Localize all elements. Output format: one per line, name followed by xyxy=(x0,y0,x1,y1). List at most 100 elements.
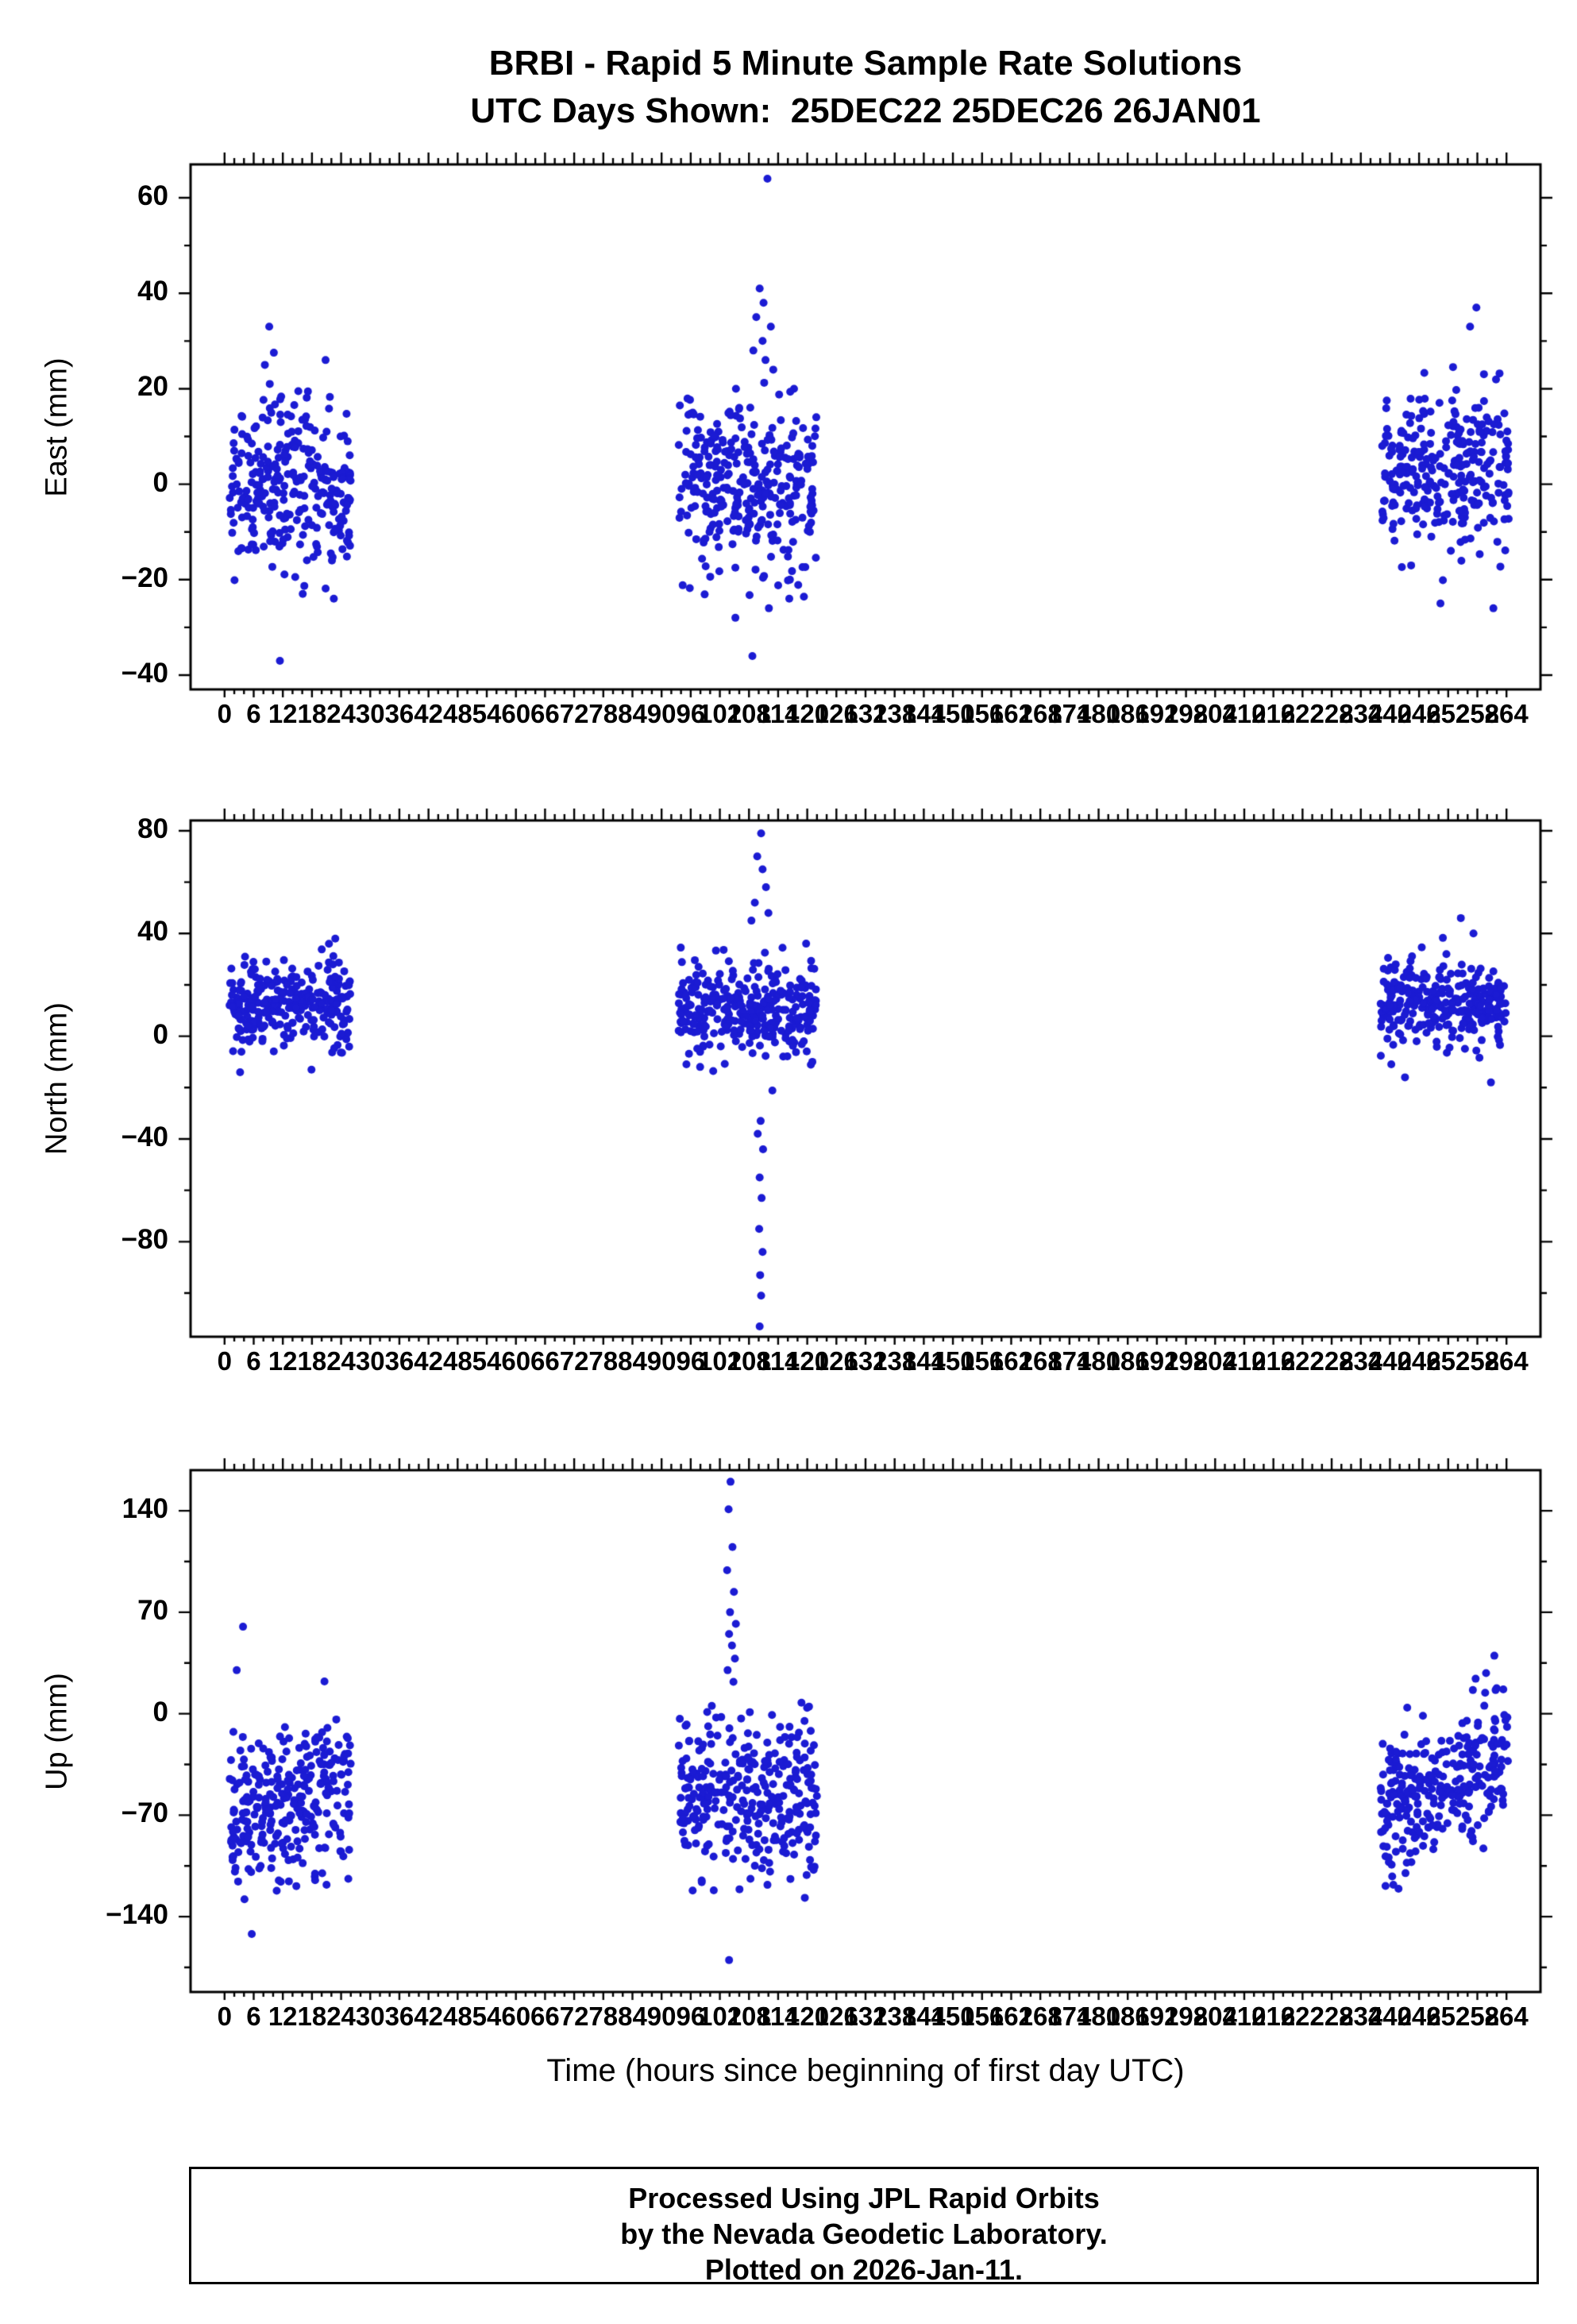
x-tick-label: 186 xyxy=(1105,699,1150,728)
x-tick-label: 78 xyxy=(588,1346,619,1376)
x-tick-label: 96 xyxy=(676,1346,706,1376)
x-tick-label: 6 xyxy=(246,699,261,728)
x-tick-label: 18 xyxy=(297,699,327,728)
y-tick-label: −20 xyxy=(121,562,168,593)
x-tick-label: 102 xyxy=(698,2002,742,2031)
x-tick-label: 216 xyxy=(1251,2002,1296,2031)
y-tick-label: 0 xyxy=(152,1018,168,1050)
x-tick-label: 24 xyxy=(326,1346,356,1376)
x-tick-label: 90 xyxy=(646,1346,677,1376)
x-tick-label: 30 xyxy=(355,699,385,728)
x-tick-label: 60 xyxy=(501,699,531,728)
x-tick-label: 84 xyxy=(618,1346,647,1376)
x-tick-label: 66 xyxy=(530,2002,560,2031)
x-tick-label: 132 xyxy=(843,2002,888,2031)
x-tick-label: 234 xyxy=(1339,1346,1383,1376)
x-tick-label: 192 xyxy=(1135,2002,1179,2031)
x-tick-label: 30 xyxy=(355,2002,385,2031)
x-tick-label: 0 xyxy=(217,699,232,728)
footer-line1: Processed Using JPL Rapid Orbits xyxy=(628,2182,1100,2214)
x-tick-label: 264 xyxy=(1484,699,1529,728)
x-tick-label: 198 xyxy=(1164,699,1209,728)
x-tick-label: 6 xyxy=(246,2002,261,2031)
x-tick-label: 150 xyxy=(931,1346,975,1376)
y-tick-label: 0 xyxy=(152,466,168,498)
x-tick-label: 84 xyxy=(618,2002,647,2031)
x-tick-label: 174 xyxy=(1047,699,1092,728)
x-tick-label: 18 xyxy=(297,1346,327,1376)
x-tick-label: 180 xyxy=(1076,699,1121,728)
y-axis-label-up: Up (mm) xyxy=(40,1672,74,1790)
x-tick-label: 228 xyxy=(1309,2002,1354,2031)
x-tick-label: 252 xyxy=(1426,1346,1471,1376)
y-tick-label: −40 xyxy=(121,1121,168,1152)
x-tick-label: 54 xyxy=(472,699,502,728)
x-tick-label: 252 xyxy=(1426,2002,1471,2031)
x-tick-label: 24 xyxy=(326,699,356,728)
x-tick-label: 144 xyxy=(901,1346,946,1376)
y-tick-label: −140 xyxy=(106,1899,168,1931)
x-tick-label: 60 xyxy=(501,2002,531,2031)
y-tick-label: 80 xyxy=(137,813,168,844)
x-tick-label: 246 xyxy=(1397,699,1441,728)
x-tick-label: 126 xyxy=(814,1346,858,1376)
x-tick-label: 210 xyxy=(1222,2002,1267,2031)
x-tick-label: 210 xyxy=(1222,1346,1267,1376)
x-tick-label: 6 xyxy=(246,1346,261,1376)
x-tick-label: 168 xyxy=(1018,699,1062,728)
footer-line2: by the Nevada Geodetic Laboratory. xyxy=(620,2218,1108,2250)
x-tick-label: 138 xyxy=(873,1346,917,1376)
x-tick-label: 174 xyxy=(1047,2002,1092,2031)
x-tick-label: 204 xyxy=(1193,2002,1237,2031)
x-tick-label: 12 xyxy=(268,1346,298,1376)
x-tick-label: 228 xyxy=(1309,699,1354,728)
y-tick-label: 140 xyxy=(121,1493,168,1525)
east-scatter-canvas xyxy=(167,141,1564,713)
north-scatter-canvas xyxy=(167,797,1564,1361)
x-tick-label: 0 xyxy=(217,2002,232,2031)
x-tick-label: 48 xyxy=(442,1346,472,1376)
x-tick-label: 114 xyxy=(757,1346,800,1376)
x-tick-label: 150 xyxy=(931,699,975,728)
x-tick-label: 96 xyxy=(676,2002,706,2031)
x-tick-label: 216 xyxy=(1251,699,1296,728)
x-tick-label: 258 xyxy=(1455,2002,1500,2031)
x-tick-label: 198 xyxy=(1164,2002,1209,2031)
x-tick-label: 186 xyxy=(1105,2002,1150,2031)
x-tick-label: 42 xyxy=(414,1346,443,1376)
x-tick-label: 228 xyxy=(1309,1346,1354,1376)
x-tick-label: 174 xyxy=(1047,1346,1092,1376)
x-tick-label: 144 xyxy=(901,2002,946,2031)
x-tick-label: 222 xyxy=(1280,699,1324,728)
plot-title: BRBI - Rapid 5 Minute Sample Rate Soluti… xyxy=(191,40,1540,135)
x-tick-label: 78 xyxy=(588,699,619,728)
x-tick-label: 108 xyxy=(727,2002,771,2031)
x-tick-label: 102 xyxy=(698,699,742,728)
plot-title-line2: UTC Days Shown: 25DEC22 25DEC26 26JAN01 xyxy=(470,91,1261,130)
x-tick-label: 114 xyxy=(757,2002,800,2031)
x-tick-label: 114 xyxy=(757,699,800,728)
x-tick-label: 84 xyxy=(618,699,647,728)
x-tick-label: 162 xyxy=(989,2002,1033,2031)
x-tick-label: 162 xyxy=(989,1346,1033,1376)
x-tick-label: 264 xyxy=(1484,2002,1529,2031)
x-tick-label: 108 xyxy=(727,1346,771,1376)
y-tick-label: 40 xyxy=(137,916,168,948)
x-tick-label: 264 xyxy=(1484,1346,1529,1376)
x-tick-label: 36 xyxy=(384,2002,414,2031)
y-tick-label: 60 xyxy=(137,180,168,212)
plot-title-line1: BRBI - Rapid 5 Minute Sample Rate Soluti… xyxy=(488,44,1243,83)
footer-box: Processed Using JPL Rapid Orbits by the … xyxy=(189,2167,1539,2286)
x-tick-label: 12 xyxy=(268,699,298,728)
x-axis-title: Time (hours since beginning of first day… xyxy=(546,2053,1185,2088)
x-tick-label: 72 xyxy=(559,2002,589,2031)
x-tick-label: 60 xyxy=(501,1346,531,1376)
x-tick-label: 222 xyxy=(1280,2002,1324,2031)
x-tick-label: 180 xyxy=(1076,1346,1121,1376)
panel-east: East (mm) 0 6 12 18 24 30 36 42 48 54 60 66 72 78 84 90… xyxy=(0,141,1577,728)
x-tick-label: 42 xyxy=(414,699,443,728)
x-tick-label: 132 xyxy=(843,1346,888,1376)
x-tick-label: 66 xyxy=(530,699,560,728)
x-tick-label: 168 xyxy=(1018,1346,1062,1376)
